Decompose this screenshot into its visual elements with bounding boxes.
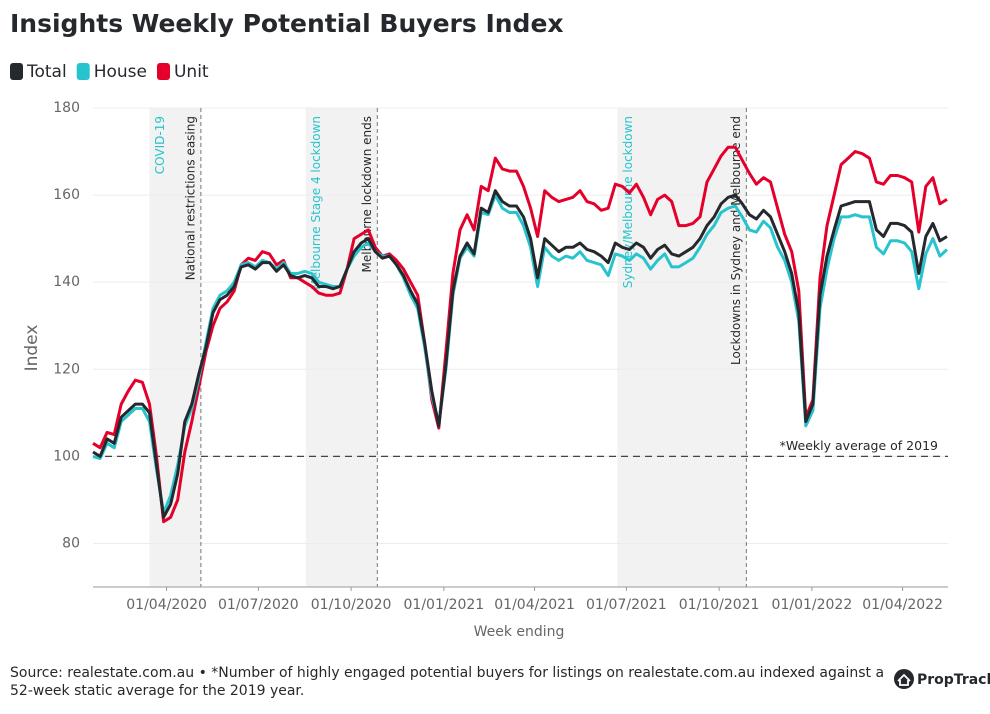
brand-logo: PropTrack — [894, 669, 990, 689]
y-tick-label: 120 — [53, 361, 80, 377]
legend-label: Unit — [174, 62, 209, 82]
source-line: 52-week static average for the 2019 year… — [10, 683, 304, 699]
legend-swatch — [76, 63, 90, 80]
brand-name: PropTrack — [917, 672, 990, 688]
period-label: Sydney/Melbourne lockdown — [621, 116, 635, 288]
x-tick-label: 01/07/2021 — [586, 597, 667, 613]
y-tick-label: 140 — [53, 274, 80, 290]
legend-label: Total — [26, 62, 67, 82]
chart-title: Insights Weekly Potential Buyers Index — [10, 9, 564, 38]
y-tick-label: 80 — [62, 535, 80, 551]
x-tick-label: 01/01/2022 — [772, 597, 853, 613]
series-line — [92, 189, 948, 519]
marker-label: National restrictions easing — [183, 116, 197, 280]
y-tick-label: 160 — [53, 187, 80, 203]
source-line: Source: realestate.com.au • *Number of h… — [10, 665, 884, 681]
legend: Total House Unit — [10, 62, 209, 82]
shaded-period — [617, 108, 747, 587]
period-label: Melbourne Stage 4 lockdown — [309, 116, 323, 290]
legend-swatch — [10, 63, 23, 80]
x-tick-label: 01/04/2022 — [862, 597, 943, 613]
x-tick-label: 01/07/2020 — [218, 597, 299, 613]
y-tick-label: 180 — [53, 100, 80, 116]
x-tick-label: 01/10/2021 — [679, 597, 760, 613]
y-tick-label: 100 — [53, 448, 80, 464]
legend-swatch — [156, 63, 170, 80]
period-label: COVID-19 — [153, 116, 167, 174]
y-axis-label: Index — [22, 325, 42, 372]
x-axis-label: Week ending — [474, 624, 565, 640]
marker-label: Lockdowns in Sydney and Melbourne end — [729, 116, 743, 365]
logo-icon — [894, 669, 914, 689]
x-tick-label: 01/04/2020 — [126, 597, 207, 613]
series-line — [92, 193, 949, 515]
legend-label: House — [94, 62, 147, 82]
x-tick-label: 01/01/2021 — [404, 597, 485, 613]
shaded-period — [305, 108, 378, 587]
x-tick-label: 01/04/2021 — [494, 597, 575, 613]
logo-house — [897, 673, 911, 686]
x-tick-label: 01/10/2020 — [311, 597, 392, 613]
reference-label: *Weekly average of 2019 — [780, 438, 938, 453]
